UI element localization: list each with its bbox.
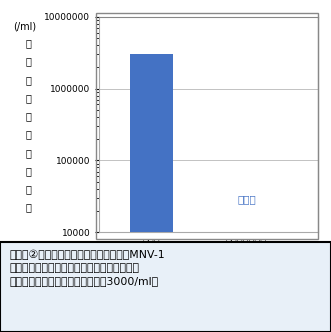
FancyBboxPatch shape: [0, 242, 331, 332]
Text: ス: ス: [25, 75, 31, 85]
Text: 不検出: 不検出: [237, 194, 256, 204]
Text: イ: イ: [25, 148, 31, 158]
Text: ウ: ウ: [25, 56, 31, 66]
Text: ロ: ロ: [25, 111, 31, 121]
Text: マ: マ: [25, 38, 31, 48]
Bar: [225, 270, 268, 332]
Text: ノ: ノ: [25, 93, 31, 103]
Text: ル: ル: [25, 166, 31, 176]
Text: ウ: ウ: [25, 129, 31, 139]
Text: 》図表②》加熱変性リゾチームにより、MNV-1
遣伝子は検出限界以下となり、キャプシドの
破壊も示唆された。（検出限界＝3000/ml）: 》図表②》加熱変性リゾチームにより、MNV-1 遣伝子は検出限界以下となり、キャ…: [10, 250, 166, 286]
Text: (/ml): (/ml): [13, 22, 36, 32]
Text: ス: ス: [25, 184, 31, 194]
Text: 量: 量: [25, 203, 31, 212]
Bar: [130, 54, 173, 332]
